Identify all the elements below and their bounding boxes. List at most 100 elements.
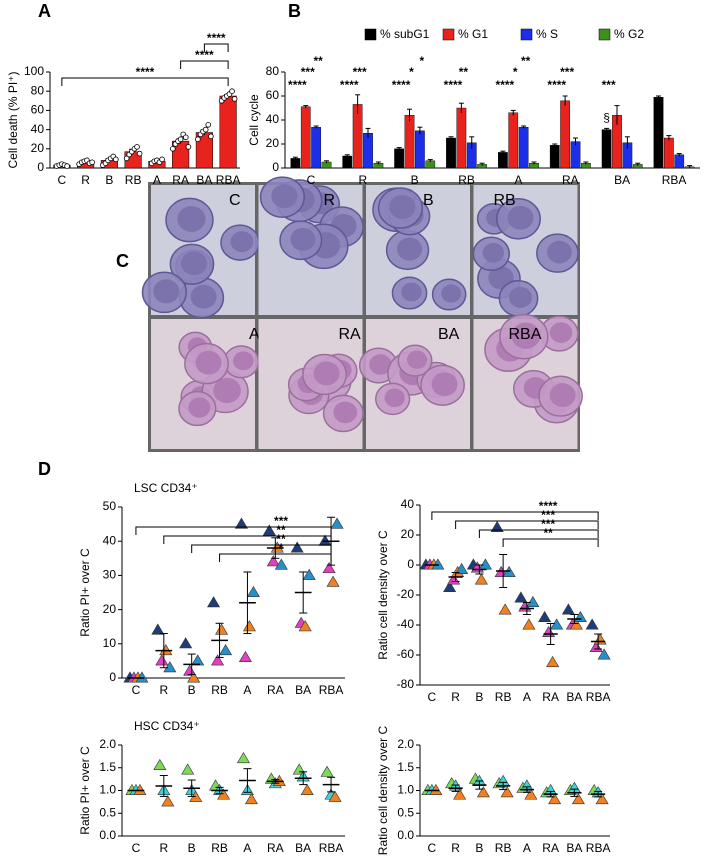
significance-label: *** (560, 65, 574, 79)
bar (508, 112, 519, 169)
data-point (328, 790, 342, 802)
significance-label: ** (521, 54, 531, 68)
significance-label: **** (288, 78, 307, 92)
data-point (195, 136, 201, 143)
cell-nucleus (549, 322, 573, 343)
micrograph-label: RB (494, 192, 516, 209)
data-point (573, 610, 587, 623)
panel-label: C (116, 251, 129, 271)
cell-nucleus (290, 227, 316, 251)
bar (498, 152, 508, 169)
bar (363, 132, 373, 169)
y-tick-label: 60 (266, 88, 280, 102)
bar (674, 154, 685, 169)
data-point (526, 595, 540, 608)
data-point (177, 136, 184, 143)
x-tick-label: A (243, 841, 251, 855)
y-tick-label: 60 (31, 103, 45, 117)
x-tick-label: RA (542, 690, 559, 704)
y-tick-label: -40 (397, 617, 415, 631)
significance-bracket (163, 535, 332, 544)
bar (300, 106, 311, 169)
x-tick-label: C (428, 841, 437, 855)
significance-label: * (420, 54, 425, 68)
cell-nucleus (333, 401, 358, 424)
bar (456, 107, 467, 169)
legend-swatch (442, 28, 455, 41)
data-point (191, 654, 205, 666)
data-point (113, 156, 119, 163)
chart-title: HSC CD34⁺ (134, 719, 200, 733)
cell-nucleus (547, 240, 572, 264)
panel-label: A (38, 1, 51, 21)
data-point (236, 752, 250, 764)
cell-nucleus (181, 251, 207, 276)
significance-bracket (455, 520, 599, 529)
legend-label: % S (536, 27, 558, 41)
x-tick-label: RB (125, 173, 142, 187)
data-point (453, 788, 467, 800)
x-tick-label: RBA (319, 841, 344, 855)
y-tick-label: -60 (397, 647, 415, 661)
y-axis-label: Cell death (% PI⁺) (6, 71, 20, 168)
data-point (561, 603, 575, 615)
x-tick-label: A (523, 690, 531, 704)
legend-swatch (364, 28, 377, 41)
data-point (205, 122, 212, 128)
y-tick-label: 40 (401, 497, 415, 511)
y-tick-label: 20 (31, 141, 45, 155)
micrograph-label: BA (438, 326, 460, 343)
cell-nucleus (188, 397, 211, 418)
x-tick-label: A (153, 173, 161, 187)
y-tick-label: 40 (266, 112, 280, 126)
bar (601, 129, 612, 169)
data-point (318, 534, 332, 546)
y-tick-label: 1.5 (99, 760, 116, 774)
cell-nucleus (401, 282, 422, 302)
y-tick-label: 40 (31, 122, 45, 136)
x-tick-label: C (428, 690, 437, 704)
significance-label: **** (392, 78, 411, 92)
y-tick-label: 0.5 (99, 805, 116, 819)
bar (518, 126, 529, 169)
x-tick-label: RBA (586, 841, 611, 855)
bar (394, 148, 404, 169)
data-point (595, 793, 609, 805)
panel-label: D (38, 459, 51, 479)
data-point (211, 654, 225, 666)
x-tick-label: RA (172, 173, 189, 187)
x-tick-label: RB (495, 690, 512, 704)
data-point (183, 664, 197, 676)
data-point (514, 591, 528, 603)
x-tick-label: RA (267, 841, 284, 855)
y-tick-label: 0 (109, 670, 116, 684)
x-tick-label: R (159, 683, 168, 697)
data-point (153, 758, 167, 770)
data-point (585, 618, 599, 630)
data-point (548, 793, 562, 805)
x-tick-label: B (475, 841, 483, 855)
x-tick-label: A (243, 683, 251, 697)
significance-label: * (409, 65, 414, 79)
legend-label: % G1 (458, 27, 488, 41)
significance-label: **** (136, 65, 155, 79)
data-point (298, 620, 312, 632)
significance-label: *** (353, 65, 367, 79)
x-tick-label: R (81, 173, 90, 187)
legend-label: % G2 (614, 27, 644, 41)
data-point (266, 555, 280, 567)
data-point (330, 517, 344, 529)
y-tick-label: 0 (37, 160, 44, 174)
data-point (300, 783, 314, 796)
cell-nucleus (195, 350, 222, 375)
x-tick-label: RA (562, 173, 579, 187)
y-tick-label: 20 (401, 527, 415, 541)
data-point (262, 524, 276, 536)
x-tick-label: RBA (586, 690, 611, 704)
micrograph-label: A (249, 326, 260, 343)
significance-label: **** (340, 78, 359, 92)
cell-nucleus (384, 388, 405, 408)
y-tick-label: 80 (266, 64, 280, 78)
data-point (274, 558, 288, 570)
